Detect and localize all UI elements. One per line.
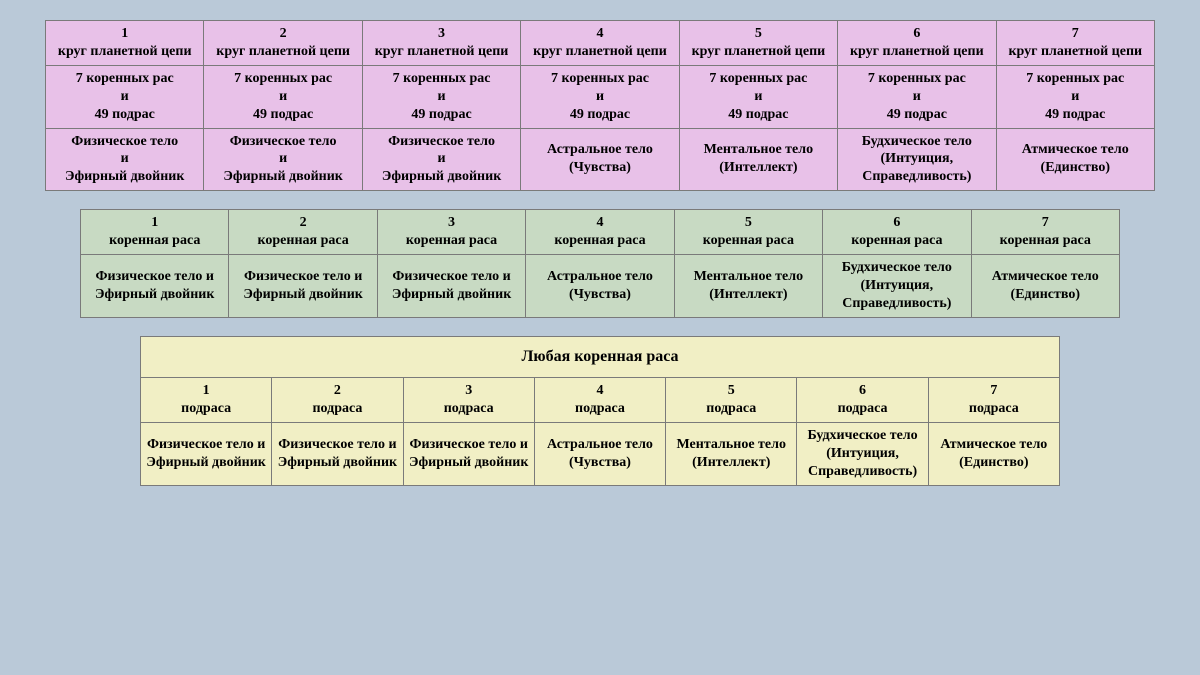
t2-h7: 7коренная раса <box>971 210 1119 255</box>
t3-r3c5: Ментальное тело(Интеллект) <box>666 423 797 486</box>
t2-h2: 2коренная раса <box>229 210 377 255</box>
t2-row2: Физическое тело иЭфирный двойник Физичес… <box>81 255 1120 318</box>
t1-h4: 4круг планетной цепи <box>521 21 679 66</box>
t1-r2c3: 7 коренных раси49 подрас <box>362 65 520 128</box>
t2-r2c2: Физическое тело иЭфирный двойник <box>229 255 377 318</box>
t2-h4: 4коренная раса <box>526 210 674 255</box>
t3-r3c4: Астральное тело(Чувства) <box>534 423 665 486</box>
t1-row3: Физическое телоиЭфирный двойник Физическ… <box>46 128 1155 191</box>
t1-r3c4: Астральное тело(Чувства) <box>521 128 679 191</box>
t3-h4: 4подраса <box>534 378 665 423</box>
t2-r2c5: Ментальное тело(Интеллект) <box>674 255 822 318</box>
t3-header-row: 1подраса 2подраса 3подраса 4подраса 5под… <box>141 378 1060 423</box>
t3-r3c3: Физическое тело иЭфирный двойник <box>403 423 534 486</box>
t1-h7: 7круг планетной цепи <box>996 21 1154 66</box>
t1-row2: 7 коренных раси49 подрас 7 коренных раси… <box>46 65 1155 128</box>
canvas: 1круг планетной цепи 2круг планетной цеп… <box>0 0 1200 506</box>
table-root-race: 1коренная раса 2коренная раса 3коренная … <box>80 209 1120 318</box>
t2-r2c1: Физическое тело иЭфирный двойник <box>81 255 229 318</box>
t2-h5: 5коренная раса <box>674 210 822 255</box>
t1-header-row: 1круг планетной цепи 2круг планетной цеп… <box>46 21 1155 66</box>
t1-r3c5: Ментальное тело(Интеллект) <box>679 128 837 191</box>
t3-h1: 1подраса <box>141 378 272 423</box>
t1-r3c1: Физическое телоиЭфирный двойник <box>46 128 204 191</box>
t1-h3: 3круг планетной цепи <box>362 21 520 66</box>
t1-r3c3: Физическое телоиЭфирный двойник <box>362 128 520 191</box>
t3-title-row: Любая коренная раса <box>141 336 1060 377</box>
t2-h6: 6коренная раса <box>823 210 971 255</box>
t1-r2c1: 7 коренных раси49 подрас <box>46 65 204 128</box>
t3-h2: 2подраса <box>272 378 403 423</box>
t1-h1: 1круг планетной цепи <box>46 21 204 66</box>
t3-h3: 3подраса <box>403 378 534 423</box>
t1-r3c2: Физическое телоиЭфирный двойник <box>204 128 362 191</box>
table-subrace: Любая коренная раса 1подраса 2подраса 3п… <box>140 336 1060 486</box>
t2-r2c4: Астральное тело(Чувства) <box>526 255 674 318</box>
t3-r3c7: Атмическое тело(Единство) <box>928 423 1059 486</box>
t3-r3c6: Будхическое тело(Интуиция, Справедливост… <box>797 423 928 486</box>
t1-r2c5: 7 коренных раси49 подрас <box>679 65 837 128</box>
t1-r2c4: 7 коренных раси49 подрас <box>521 65 679 128</box>
t1-r2c6: 7 коренных раси49 подрас <box>838 65 996 128</box>
table-planetary-chain: 1круг планетной цепи 2круг планетной цеп… <box>45 20 1155 191</box>
t1-r3c6: Будхическое тело(Интуиция, Справедливост… <box>838 128 996 191</box>
t3-r3c2: Физическое тело иЭфирный двойник <box>272 423 403 486</box>
t2-r2c6: Будхическое тело(Интуиция, Справедливост… <box>823 255 971 318</box>
t2-r2c7: Атмическое тело(Единство) <box>971 255 1119 318</box>
t2-r2c3: Физическое тело иЭфирный двойник <box>377 255 525 318</box>
t1-r3c7: Атмическое тело(Единство) <box>996 128 1154 191</box>
t1-h2: 2круг планетной цепи <box>204 21 362 66</box>
t3-h5: 5подраса <box>666 378 797 423</box>
t3-title: Любая коренная раса <box>141 336 1060 377</box>
t1-r2c2: 7 коренных раси49 подрас <box>204 65 362 128</box>
t3-h6: 6подраса <box>797 378 928 423</box>
t2-h3: 3коренная раса <box>377 210 525 255</box>
t1-h6: 6круг планетной цепи <box>838 21 996 66</box>
t1-h5: 5круг планетной цепи <box>679 21 837 66</box>
t3-h7: 7подраса <box>928 378 1059 423</box>
t3-r3c1: Физическое тело иЭфирный двойник <box>141 423 272 486</box>
t2-h1: 1коренная раса <box>81 210 229 255</box>
t2-header-row: 1коренная раса 2коренная раса 3коренная … <box>81 210 1120 255</box>
t1-r2c7: 7 коренных раси49 подрас <box>996 65 1154 128</box>
t3-row3: Физическое тело иЭфирный двойник Физичес… <box>141 423 1060 486</box>
